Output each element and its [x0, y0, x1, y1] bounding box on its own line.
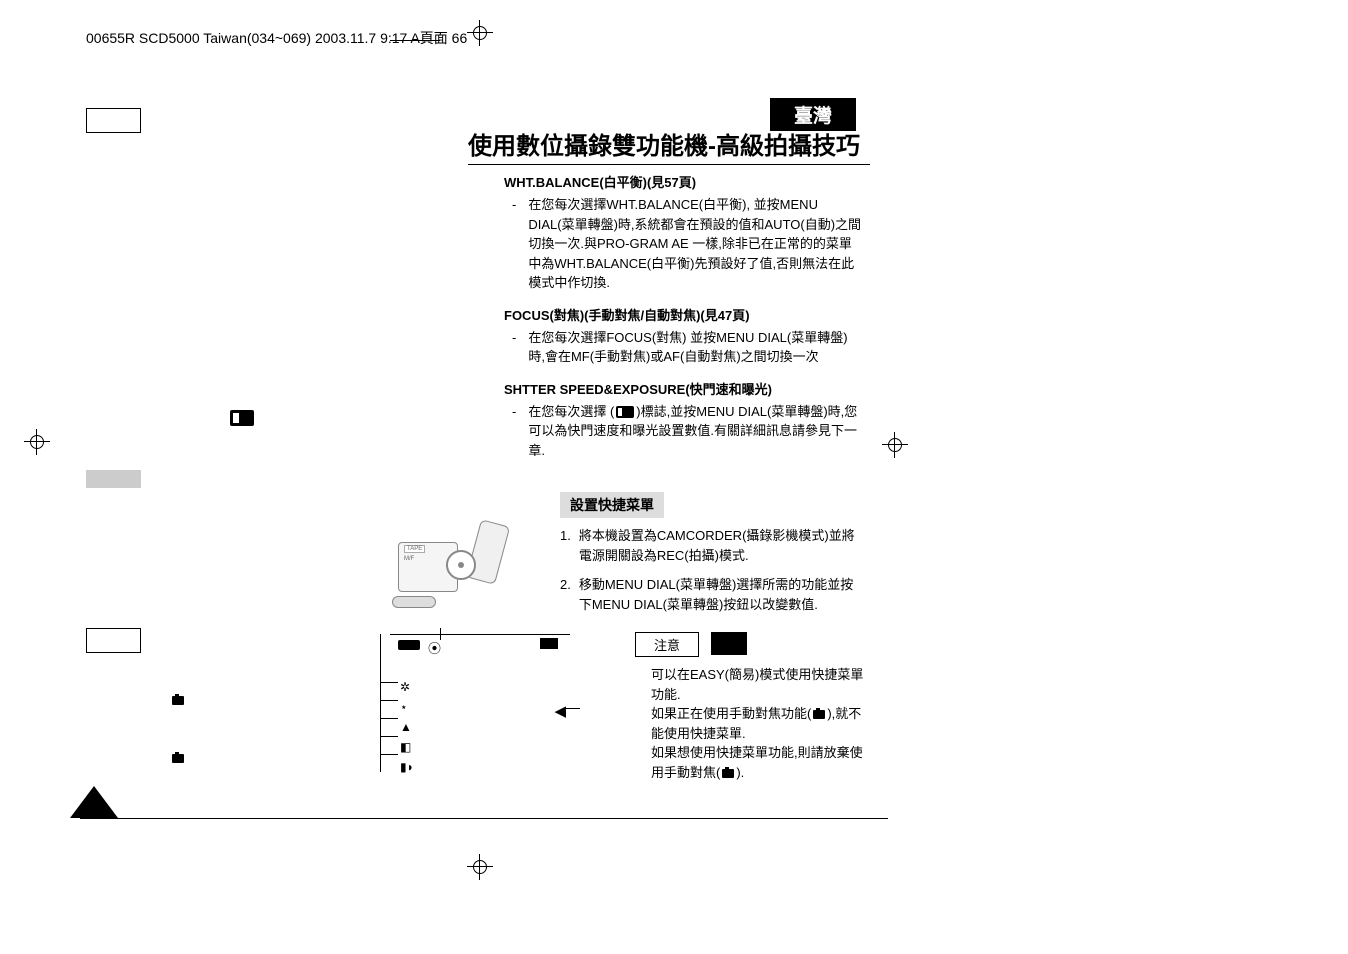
battery-icon	[540, 638, 558, 649]
page-bottom-rule	[80, 818, 888, 819]
speaker-icon: ◀	[554, 702, 566, 720]
note-line-1: 可以在EASY(簡易)模式使用快捷菜單功能.	[651, 665, 865, 704]
camera-icon	[722, 769, 734, 778]
note-line-2: 如果正在使用手動對焦功能(),就不能使用快捷菜單.	[651, 704, 865, 743]
note-label: 注意	[635, 632, 699, 657]
lcd-top-icon: ⦿	[428, 638, 441, 657]
steps-list: 1. 將本機設置為CAMCORDER(攝錄影機模式)並將電源開關設為REC(拍攝…	[560, 526, 864, 614]
note-bar	[711, 632, 747, 655]
margin-box-2	[86, 628, 141, 653]
section-bullet-2: - 在您每次選擇FOCUS(對焦) 並按MENU DIAL(菜單轉盤)時,會在M…	[504, 328, 864, 367]
crop-mark-top	[467, 20, 493, 46]
tab-icon	[616, 406, 634, 418]
subsection-title: 設置快捷菜單	[560, 492, 664, 518]
note-box: 注意 可以在EASY(簡易)模式使用快捷菜單功能. 如果正在使用手動對焦功能()…	[635, 632, 865, 782]
section-heading-1: WHT.BALANCE(白平衡)(見57頁)	[504, 172, 864, 191]
section-heading-3: SHTTER SPEED&EXPOSURE(快門速和曝光)	[504, 379, 864, 398]
margin-triangle-icon	[70, 786, 118, 818]
main-content: WHT.BALANCE(白平衡)(見57頁) - 在您每次選擇WHT.BALAN…	[504, 160, 864, 624]
margin-bar	[86, 470, 141, 488]
step-2: 2. 移動MENU DIAL(菜單轉盤)選擇所需的功能並按下MENU DIAL(…	[560, 575, 864, 614]
page-tab-icon	[230, 410, 254, 426]
section-bullet-1: - 在您每次選擇WHT.BALANCE(白平衡), 並按MENU DIAL(菜單…	[504, 195, 864, 293]
step-1: 1. 將本機設置為CAMCORDER(攝錄影機模式)並將電源開關設為REC(拍攝…	[560, 526, 864, 565]
rec-indicator-icon	[398, 640, 420, 650]
crop-mark-bottom	[467, 854, 493, 880]
margin-camera-icon-1	[170, 692, 184, 704]
crop-mark-right	[882, 432, 908, 458]
lcd-illustration: ⦿ ✲ ⋆ ▲ ◧ ▮◗ ◀	[380, 634, 580, 774]
file-header: 00655R SCD5000 Taiwan(034~069) 2003.11.7…	[86, 28, 467, 48]
camera-illustration: TAPE M/F	[378, 512, 518, 602]
crop-mark-left	[24, 429, 50, 455]
camera-icon	[813, 710, 825, 719]
lcd-menu-icons: ✲ ⋆ ▲ ◧ ▮◗	[400, 678, 414, 778]
margin-box-1	[86, 108, 141, 133]
note-line-3: 如果想使用快捷菜單功能,則請放棄使用手動對焦().	[651, 743, 865, 782]
section-bullet-3: - 在您每次選擇 ()標誌,並按MENU DIAL(菜單轉盤)時,您可以為快門速…	[504, 402, 864, 461]
margin-camera-icon-2	[170, 750, 184, 762]
section-heading-2: FOCUS(對焦)(手動對焦/自動對焦)(見47頁)	[504, 305, 864, 324]
header-line	[390, 40, 440, 41]
